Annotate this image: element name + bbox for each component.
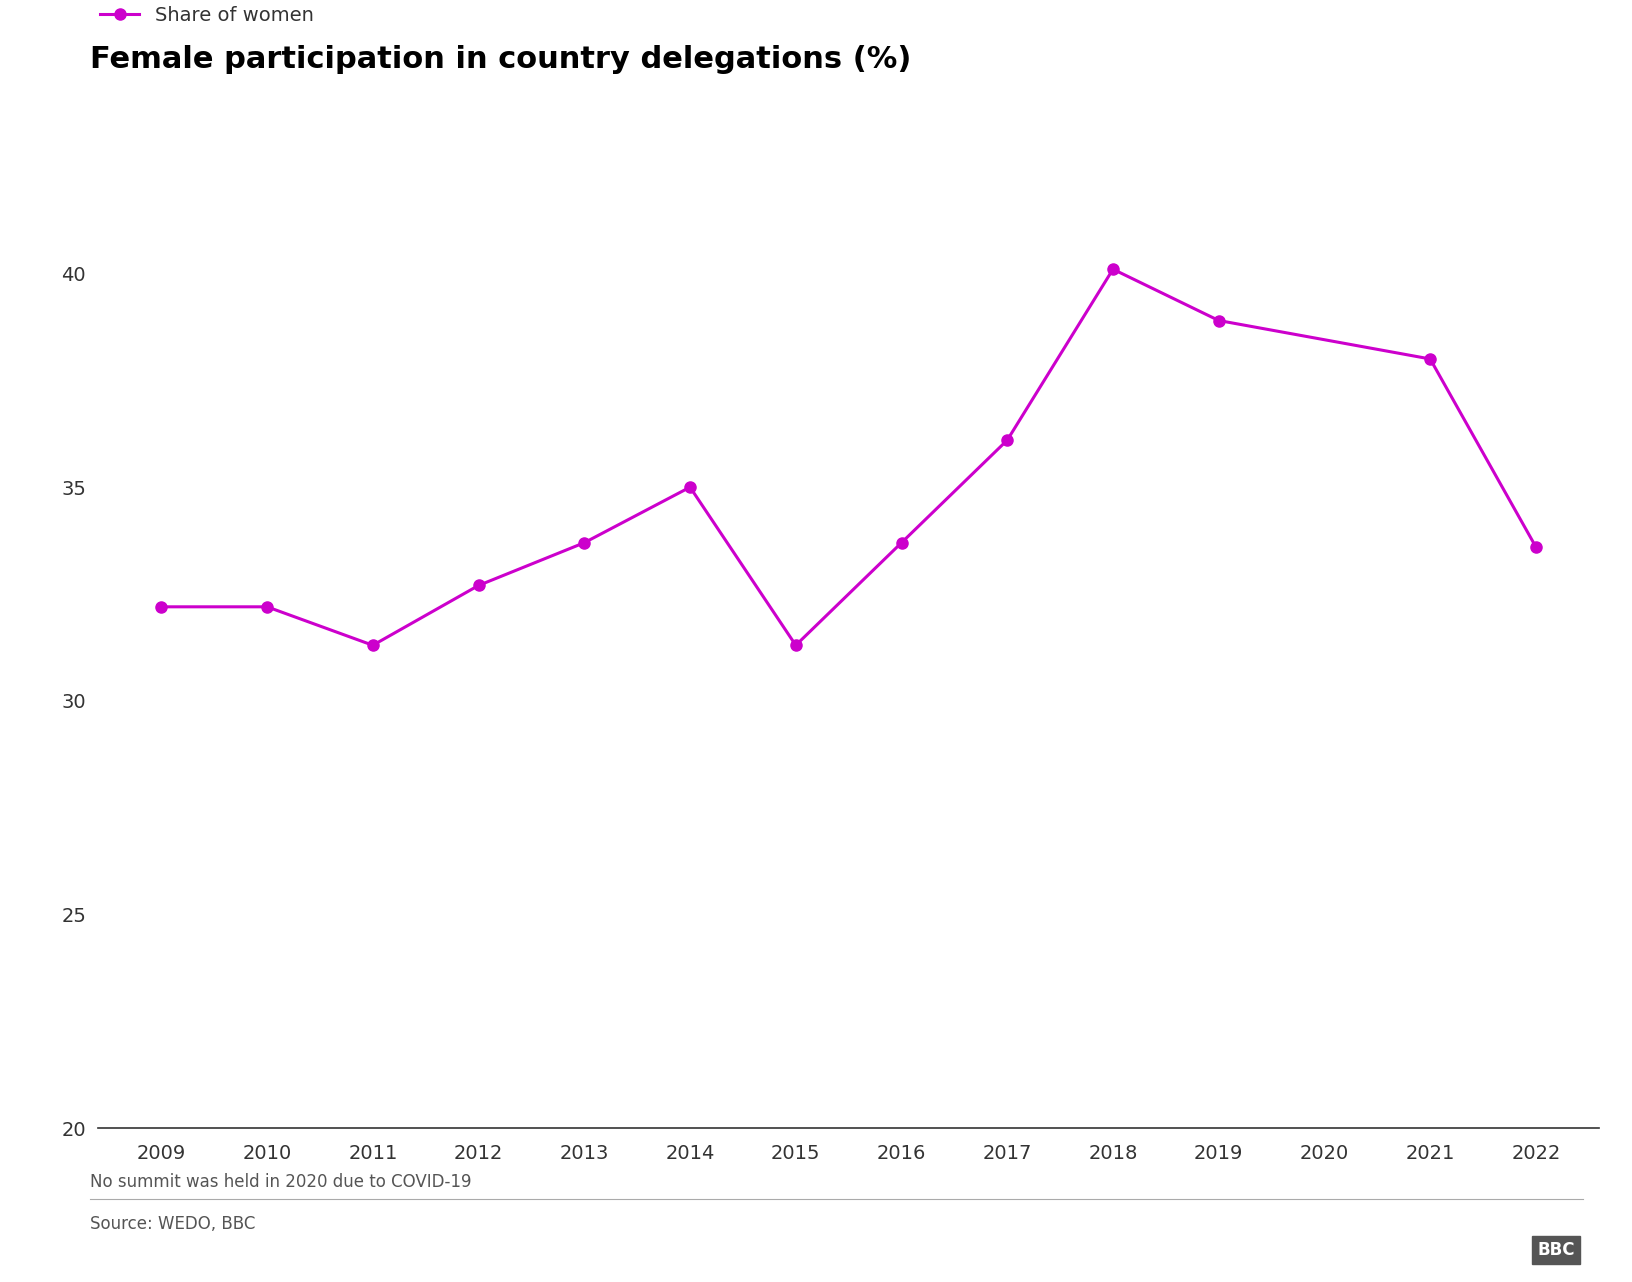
Text: Female participation in country delegations (%): Female participation in country delegati… [90, 45, 911, 74]
Text: Source: WEDO, BBC: Source: WEDO, BBC [90, 1215, 255, 1233]
Text: No summit was held in 2020 due to COVID-19: No summit was held in 2020 due to COVID-… [90, 1173, 472, 1191]
Text: BBC: BBC [1537, 1241, 1575, 1259]
Legend: Share of women: Share of women [93, 0, 322, 33]
